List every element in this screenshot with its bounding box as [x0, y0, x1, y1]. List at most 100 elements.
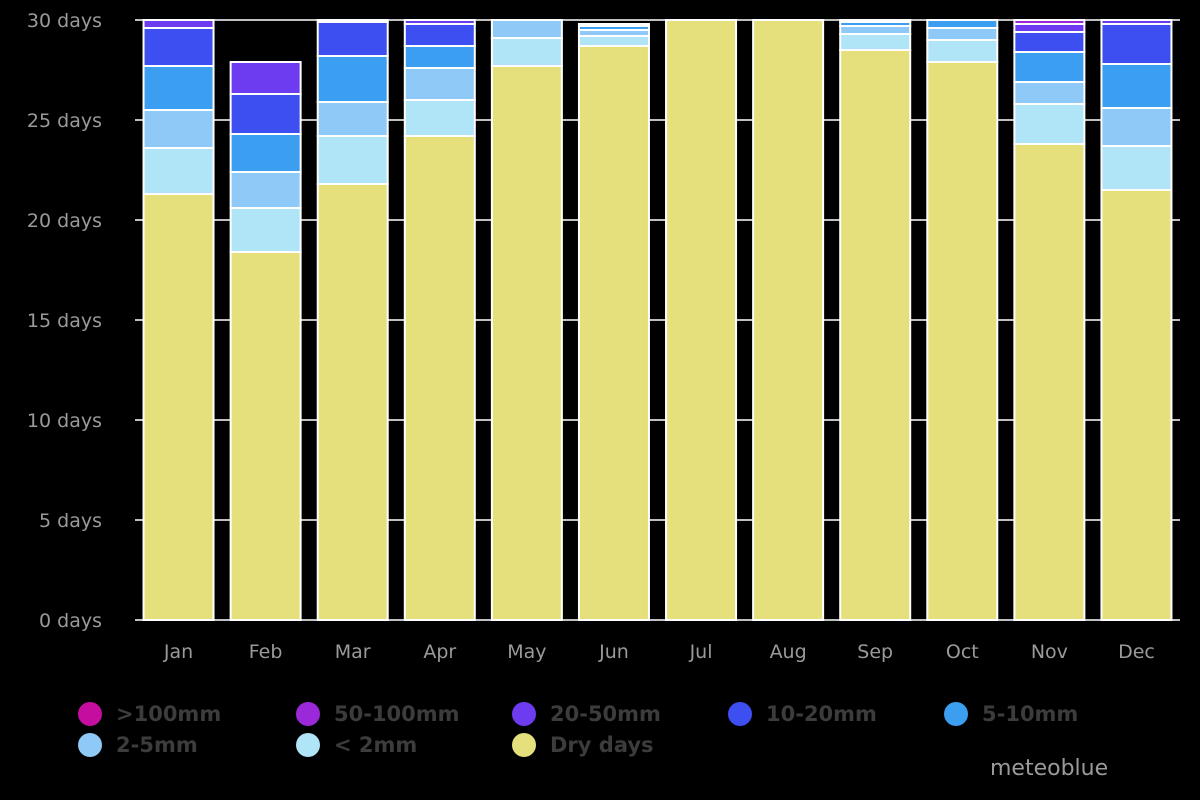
bar-segment [1013, 51, 1086, 83]
bar-segment [1100, 19, 1173, 25]
bar-segment [316, 55, 389, 103]
x-tick-label: Apr [423, 641, 456, 663]
x-tick-label: Mar [335, 641, 371, 663]
bar-segment [316, 21, 389, 57]
legend-item[interactable]: 20-50mm [512, 700, 661, 728]
legend-item[interactable]: >100mm [78, 700, 221, 728]
bar-segment [490, 19, 563, 39]
bar-segment [1100, 107, 1173, 147]
legend-swatch [296, 733, 320, 757]
bar-segment [926, 27, 999, 41]
legend-label: 2-5mm [116, 733, 198, 757]
bar-segment [1100, 189, 1173, 621]
bar-segment [316, 19, 389, 23]
bar-segment [752, 19, 825, 621]
bar-segment [403, 23, 476, 47]
legend-item[interactable]: Dry days [512, 731, 654, 759]
bar-segment [1013, 143, 1086, 621]
bar-segment [1013, 81, 1086, 105]
legend-swatch [78, 733, 102, 757]
legend-swatch [296, 702, 320, 726]
bar-stack-oct [926, 19, 999, 621]
x-tick-label: May [507, 641, 546, 663]
x-tick-label: Jun [598, 641, 629, 663]
bar-segment [577, 35, 650, 47]
bar-segment [316, 101, 389, 137]
bar-stack-feb [229, 61, 302, 621]
bar-stack-apr [403, 19, 476, 621]
bar-segment [142, 109, 215, 149]
bar-segment [839, 19, 912, 23]
legend-item[interactable]: 5-10mm [944, 700, 1078, 728]
y-tick-label: 0 days [39, 610, 102, 632]
bar-segment [665, 19, 738, 621]
bar-segment [229, 251, 302, 621]
brand-logo: meteoblue [990, 756, 1109, 781]
bar-segment [229, 171, 302, 209]
legend-item[interactable]: 10-20mm [728, 700, 877, 728]
x-tick-label: Feb [249, 641, 283, 663]
bar-segment [926, 19, 999, 29]
legend-swatch [78, 702, 102, 726]
y-tick-label: 20 days [27, 210, 102, 232]
bar-segment [142, 19, 215, 29]
legend-label: >100mm [116, 702, 222, 726]
y-axis: 0 days 5 days 10 days 15 days 20 days 25 days… [27, 10, 102, 632]
x-axis: Jan Feb Mar Apr May Jun Jul Aug Sep Oct Nov Dec [163, 641, 1155, 663]
legend-swatch [512, 733, 536, 757]
bar-segment [142, 65, 215, 111]
bar-segment [839, 33, 912, 51]
bar-segment [577, 23, 650, 27]
legend-item[interactable]: < 2mm [296, 731, 417, 759]
x-tick-label: Jan [163, 641, 193, 663]
bar-stack-may [490, 19, 563, 621]
bar-segment [1100, 23, 1173, 65]
x-tick-label: Dec [1118, 641, 1155, 663]
legend-label: 10-20mm [766, 702, 877, 726]
bar-segment [229, 133, 302, 173]
bar-stack-jun [577, 23, 650, 621]
y-tick-label: 10 days [27, 410, 102, 432]
legend-item[interactable]: 2-5mm [78, 731, 198, 759]
y-tick-label: 5 days [39, 510, 102, 532]
bar-segment [142, 147, 215, 195]
x-tick-label: Sep [857, 641, 893, 663]
legend-label: < 2mm [334, 733, 418, 757]
precipitation-days-chart: 0 days 5 days 10 days 15 days 20 days 25 days… [27, 10, 1180, 663]
bar-segment [839, 49, 912, 621]
bar-segment [403, 67, 476, 101]
bar-segment [229, 93, 302, 135]
bar-stack-aug [752, 19, 825, 621]
x-tick-label: Aug [770, 641, 807, 663]
legend-label: 5-10mm [982, 702, 1079, 726]
bar-segment [403, 19, 476, 25]
y-tick-label: 15 days [27, 310, 102, 332]
legend-label: 20-50mm [550, 702, 661, 726]
gridlines [135, 19, 1180, 621]
bar-segment [926, 61, 999, 621]
bar-segment [1013, 19, 1086, 25]
bar-stack-dec [1100, 19, 1173, 621]
bar-stack-mar [316, 19, 389, 621]
bar-segment [1013, 31, 1086, 53]
bar-segment [316, 183, 389, 621]
legend-label: Dry days [550, 733, 654, 757]
bar-segment [1013, 23, 1086, 33]
bar-stack-jul [665, 19, 738, 621]
y-tick-label: 25 days [27, 110, 102, 132]
bar-segment [403, 135, 476, 621]
bar-stack-nov [1013, 19, 1086, 621]
bar-segment [142, 27, 215, 67]
legend-item[interactable]: 50-100mm [296, 700, 460, 728]
bar-segment [1100, 145, 1173, 191]
bar-segment [142, 193, 215, 621]
bar-stack-sep [839, 19, 912, 621]
x-tick-label: Nov [1031, 641, 1068, 663]
bar-segment [577, 45, 650, 621]
legend-swatch [728, 702, 752, 726]
bar-segment [490, 37, 563, 67]
bar-stack-jan [142, 19, 215, 621]
y-tick-label: 30 days [27, 10, 102, 32]
bar-segment [1100, 63, 1173, 109]
legend-swatch [944, 702, 968, 726]
